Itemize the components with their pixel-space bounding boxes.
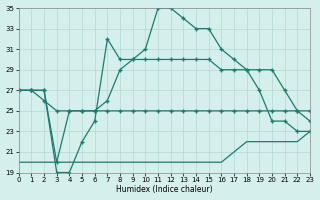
X-axis label: Humidex (Indice chaleur): Humidex (Indice chaleur) xyxy=(116,185,213,194)
